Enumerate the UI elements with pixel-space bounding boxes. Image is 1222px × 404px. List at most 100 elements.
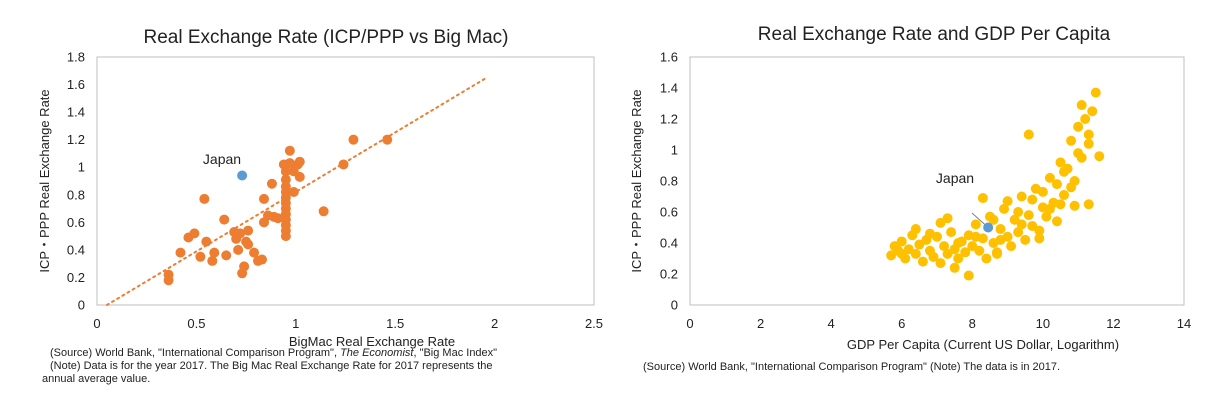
data-point [1016,219,1027,230]
data-point [928,251,939,262]
data-point [1094,151,1105,162]
y-tick-label: 1 [78,160,85,175]
data-point [988,214,999,225]
data-point [1073,121,1084,132]
data-point [163,275,174,286]
data-point [272,213,283,224]
data-point [382,134,393,145]
data-point [189,228,200,239]
data-point [999,203,1010,214]
data-point [981,253,992,264]
data-point [1034,233,1045,244]
data-point [1066,182,1077,193]
data-point [917,256,928,267]
data-point [1059,189,1070,200]
data-point [896,236,907,247]
data-point [280,231,291,242]
data-point [233,244,244,255]
x-tick-label: 0 [686,316,693,331]
y-tick-label: 0.4 [660,236,678,251]
x-tick-label: 14 [1177,316,1191,331]
data-point [266,178,277,189]
data-point [235,228,246,239]
data-point [896,248,907,259]
data-point [963,270,974,281]
data-point [886,250,897,261]
x-tick-label: 0 [93,316,100,331]
y-tick-label: 1.6 [67,77,85,92]
data-point [221,250,232,261]
data-point [995,234,1006,245]
data-point [970,231,981,242]
data-point [903,244,914,255]
data-point [991,248,1002,259]
data-point [1037,186,1048,197]
data-point [935,258,946,269]
data-point [294,171,305,182]
data-point [1009,214,1020,225]
data-point [1073,148,1084,159]
data-point [939,241,950,252]
x-tick-label: 10 [1036,316,1050,331]
data-point [338,159,349,170]
data-point [249,247,260,258]
data-point [1083,129,1094,140]
y-tick-label: 1.8 [67,50,85,65]
data-point [910,224,921,235]
left-notes: (Source) World Bank, "International Comp… [42,347,610,386]
data-point [280,166,291,177]
data-point [924,228,935,239]
japan-label: Japan [203,151,241,167]
x-tick-label: 12 [1106,316,1120,331]
data-point [1006,241,1017,252]
data-point [284,145,295,156]
data-point [1027,220,1038,231]
data-point [1034,225,1045,236]
x-tick-label: 6 [898,316,905,331]
left-source-line: (Source) World Bank, "International Comp… [50,347,610,360]
data-point [1076,100,1087,111]
x-tick-label: 2 [491,316,498,331]
data-point [974,245,985,256]
y-tick-label: 1.2 [660,112,678,127]
data-point [1044,203,1055,214]
data-point [970,219,981,230]
x-tick-label: 1 [292,316,299,331]
data-point [1051,216,1062,227]
data-point [910,248,921,259]
data-point [219,214,230,225]
data-point [942,248,953,259]
y-tick-label: 0.6 [660,205,678,220]
x-tick-label: 8 [969,316,976,331]
data-point [288,187,299,198]
y-tick-label: 0 [78,298,85,313]
data-point [1051,179,1062,190]
data-point [967,241,978,252]
data-point [280,174,291,185]
data-point [207,255,218,266]
left-note-line1: (Note) Data is for the year 2017. The Bi… [50,360,493,372]
data-point [294,156,305,167]
data-point [318,206,329,217]
left-source-prefix: (Source) World Bank, "International Comp… [50,347,338,359]
left-source-suffix: , "Big Mac Index" [413,347,498,359]
x-tick-label: 2.5 [585,316,603,331]
data-point [284,158,295,169]
data-point [243,225,254,236]
chart-title: Real Exchange Rate and GDP Per Capita [758,24,1111,45]
data-point [953,238,964,248]
data-point [1083,199,1094,210]
y-tick-label: 0.4 [67,242,85,257]
data-point [946,227,957,238]
data-point [1066,135,1077,146]
y-tick-label: 0.8 [660,174,678,189]
data-point [960,247,971,258]
data-point [1055,199,1066,210]
data-point [175,247,186,258]
data-point-japan [983,222,994,233]
data-point [1083,138,1094,149]
data-point [1002,196,1013,207]
data-point [977,193,988,204]
y-tick-label: 1.4 [660,81,678,96]
data-point [1023,210,1034,221]
